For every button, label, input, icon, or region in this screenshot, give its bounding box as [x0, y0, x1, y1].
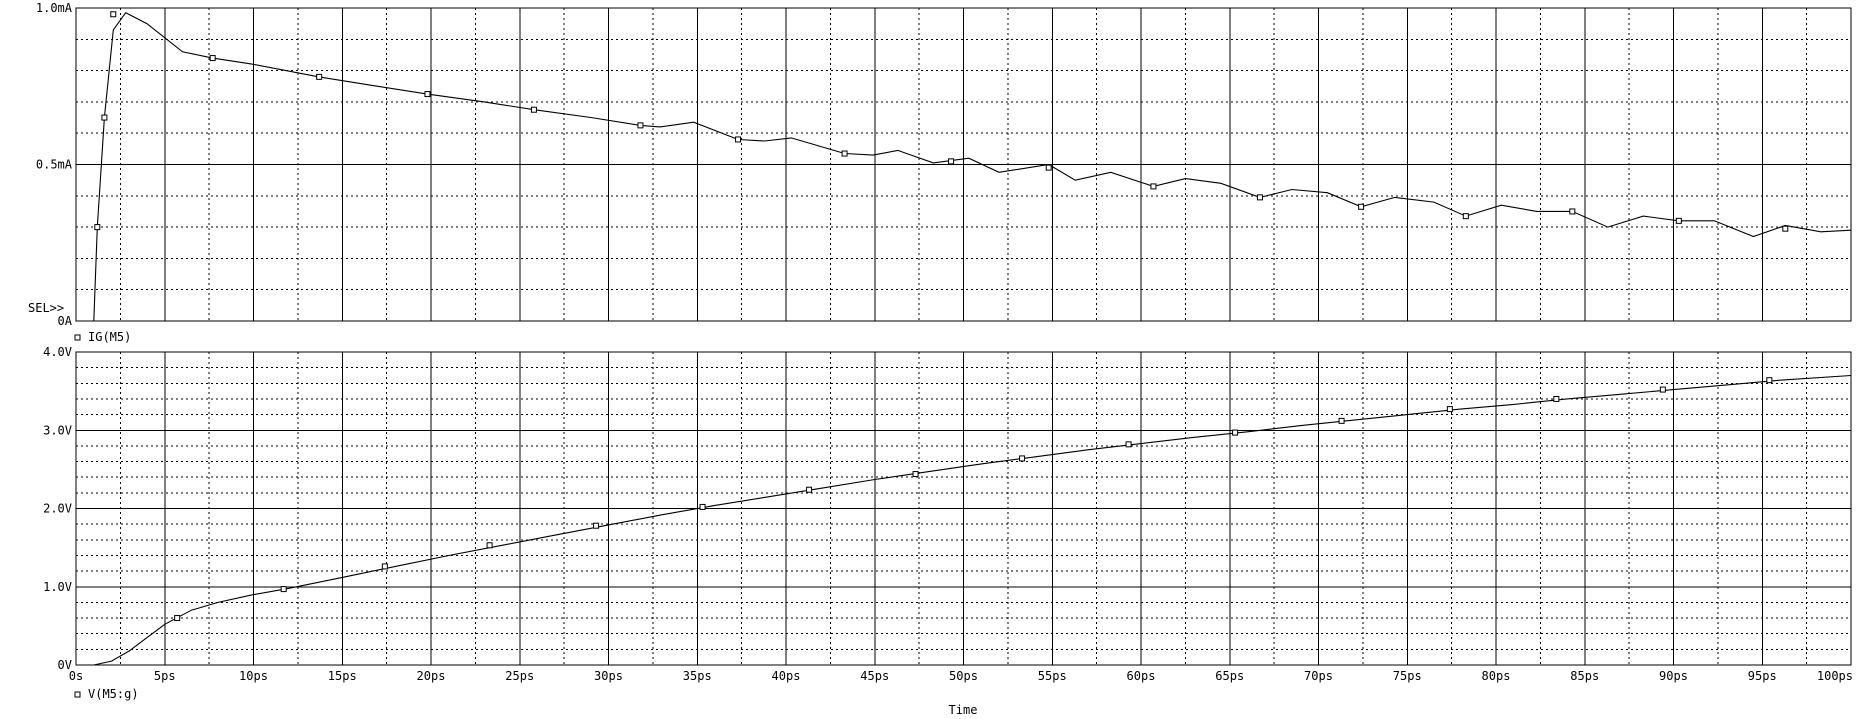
- selection-indicator[interactable]: SEL>>: [28, 301, 64, 315]
- bottom-trace-marker: [806, 486, 813, 493]
- top-y-tick-label: 0A: [58, 314, 73, 328]
- bottom-trace-marker: [699, 503, 706, 510]
- x-tick-label: 70ps: [1304, 669, 1333, 683]
- x-tick-label: 15ps: [328, 669, 357, 683]
- top-trace-marker: [101, 114, 108, 121]
- top-trace-line-0: [93, 11, 1852, 322]
- legend-marker-vg: [74, 691, 81, 698]
- x-tick-label: 80ps: [1482, 669, 1511, 683]
- bottom-trace-marker: [1232, 429, 1239, 436]
- bottom-y-tick-label: 0V: [58, 658, 72, 672]
- top-trace-marker: [1358, 203, 1365, 210]
- legend-label-ig[interactable]: IG(M5): [88, 330, 131, 344]
- top-trace-marker: [110, 11, 117, 18]
- bottom-y-tick-label: 4.0V: [43, 345, 72, 359]
- top-trace-marker: [841, 150, 848, 157]
- x-tick-label: 40ps: [772, 669, 801, 683]
- bottom-trace-marker: [593, 522, 600, 529]
- x-tick-label: 85ps: [1570, 669, 1599, 683]
- bottom-plot-frame: [75, 351, 1852, 666]
- x-tick-label: 20ps: [417, 669, 446, 683]
- top-trace-group: [93, 11, 1852, 322]
- x-tick-label: 50ps: [949, 669, 978, 683]
- x-tick-label: 10ps: [239, 669, 268, 683]
- legend-marker-ig: [74, 334, 81, 341]
- x-tick-label: 100ps: [1817, 669, 1853, 683]
- bottom-trace-marker: [1659, 386, 1666, 393]
- x-tick-label: 60ps: [1127, 669, 1156, 683]
- top-trace-marker: [1045, 164, 1052, 171]
- bottom-trace-marker: [1019, 455, 1026, 462]
- x-axis-tick-labels: 0s 5ps 10ps 15ps 20ps 25ps 30ps 35ps 40ps 45ps 50p…: [69, 669, 1853, 683]
- bottom-legend[interactable]: V(M5:g): [74, 687, 139, 701]
- x-tick-label: 90ps: [1659, 669, 1688, 683]
- x-tick-label: 0s: [69, 669, 83, 683]
- top-trace-marker: [94, 224, 101, 231]
- top-y-tick-label: 1.0mA: [36, 1, 73, 15]
- bottom-trace-marker: [1125, 441, 1132, 448]
- x-tick-label: 55ps: [1038, 669, 1067, 683]
- x-tick-label: 95ps: [1748, 669, 1777, 683]
- legend-label-vg[interactable]: V(M5:g): [88, 687, 139, 701]
- bottom-trace-marker: [486, 542, 493, 549]
- bottom-plot-grid: [76, 352, 1851, 665]
- x-tick-label: 75ps: [1393, 669, 1422, 683]
- top-trace-marker: [1782, 225, 1789, 232]
- top-trace-marker: [1675, 217, 1682, 224]
- x-tick-label: 35ps: [683, 669, 712, 683]
- x-tick-label: 45ps: [860, 669, 889, 683]
- top-trace-marker: [530, 106, 537, 113]
- x-tick-label: 25ps: [505, 669, 534, 683]
- top-trace-marker: [1150, 183, 1157, 190]
- x-axis-title: Time: [949, 703, 978, 717]
- bottom-y-tick-label: 2.0V: [43, 502, 72, 516]
- bottom-trace-marker: [174, 615, 181, 622]
- bottom-trace-marker: [1553, 395, 1560, 402]
- top-trace-marker: [209, 55, 216, 62]
- bottom-y-axis-labels: 4.0V 3.0V 2.0V 1.0V 0V: [43, 345, 72, 672]
- top-trace-marker: [735, 136, 742, 143]
- top-trace-marker: [948, 158, 955, 165]
- top-trace-marker: [1569, 208, 1576, 215]
- bottom-trace-marker: [381, 563, 388, 570]
- bottom-trace-marker: [280, 586, 287, 593]
- bottom-trace-marker: [1766, 377, 1773, 384]
- bottom-trace-marker: [1338, 417, 1345, 424]
- bottom-trace-line-0: [93, 374, 1852, 666]
- bottom-trace-marker: [1446, 406, 1453, 413]
- top-y-tick-label: 0.5mA: [36, 158, 73, 172]
- top-trace-marker: [316, 73, 323, 80]
- bottom-trace-marker: [912, 471, 919, 478]
- top-plot-grid: [76, 8, 1851, 321]
- top-legend[interactable]: IG(M5): [74, 330, 131, 344]
- top-plot-frame: [75, 7, 1852, 322]
- bottom-trace-group: [93, 374, 1852, 666]
- x-tick-label: 5ps: [154, 669, 176, 683]
- top-trace-marker: [1462, 213, 1469, 220]
- bottom-y-tick-label: 1.0V: [43, 580, 72, 594]
- top-y-axis-labels: 1.0mA 0.5mA 0A: [36, 1, 73, 328]
- top-trace-marker: [637, 122, 644, 129]
- top-trace-marker: [424, 91, 431, 98]
- x-tick-label: 65ps: [1215, 669, 1244, 683]
- x-tick-label: 30ps: [594, 669, 623, 683]
- top-trace-marker: [1256, 194, 1263, 201]
- bottom-y-tick-label: 3.0V: [43, 423, 72, 437]
